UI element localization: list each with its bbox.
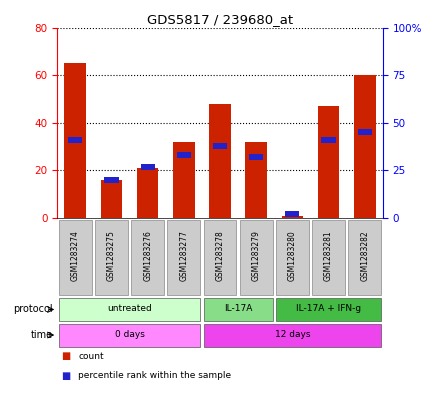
Text: GSM1283282: GSM1283282: [360, 231, 369, 281]
Bar: [141, 163, 155, 170]
Text: GSM1283274: GSM1283274: [71, 230, 80, 281]
Bar: [358, 129, 372, 135]
Bar: [59, 298, 200, 321]
Text: IL-17A + IFN-g: IL-17A + IFN-g: [296, 305, 361, 314]
Text: ■: ■: [62, 371, 71, 381]
Bar: [137, 168, 158, 218]
Text: GSM1283280: GSM1283280: [288, 230, 297, 281]
Text: GSM1283281: GSM1283281: [324, 231, 333, 281]
Text: GSM1283275: GSM1283275: [107, 230, 116, 281]
Text: GSM1283278: GSM1283278: [216, 230, 224, 281]
Text: GSM1283279: GSM1283279: [252, 230, 260, 281]
Text: time: time: [31, 330, 53, 340]
Bar: [246, 142, 267, 218]
Bar: [276, 298, 381, 321]
Text: IL-17A: IL-17A: [224, 305, 252, 314]
Text: ■: ■: [62, 351, 71, 361]
Bar: [95, 220, 128, 295]
Bar: [204, 298, 273, 321]
Text: GSM1283277: GSM1283277: [180, 230, 188, 281]
Bar: [285, 211, 299, 217]
Bar: [204, 220, 236, 295]
Bar: [64, 63, 86, 218]
Bar: [318, 106, 339, 218]
Text: GSM1283276: GSM1283276: [143, 230, 152, 281]
Text: 12 days: 12 days: [275, 330, 310, 339]
Bar: [204, 323, 381, 347]
Bar: [209, 104, 231, 218]
Bar: [276, 220, 309, 295]
Bar: [173, 142, 194, 218]
Text: percentile rank within the sample: percentile rank within the sample: [78, 371, 231, 380]
Bar: [249, 154, 263, 160]
Bar: [68, 137, 82, 143]
Bar: [59, 323, 200, 347]
Bar: [131, 220, 164, 295]
Bar: [322, 137, 336, 143]
Bar: [104, 177, 118, 183]
Bar: [312, 220, 345, 295]
Bar: [348, 220, 381, 295]
Bar: [354, 75, 376, 218]
Bar: [240, 220, 273, 295]
Bar: [213, 143, 227, 149]
Bar: [167, 220, 200, 295]
Text: count: count: [78, 351, 104, 360]
Text: untreated: untreated: [107, 305, 152, 314]
Bar: [59, 220, 92, 295]
Title: GDS5817 / 239680_at: GDS5817 / 239680_at: [147, 13, 293, 26]
Text: 0 days: 0 days: [114, 330, 144, 339]
Bar: [282, 216, 303, 218]
Text: protocol: protocol: [13, 305, 53, 314]
Bar: [177, 152, 191, 158]
Bar: [101, 180, 122, 218]
